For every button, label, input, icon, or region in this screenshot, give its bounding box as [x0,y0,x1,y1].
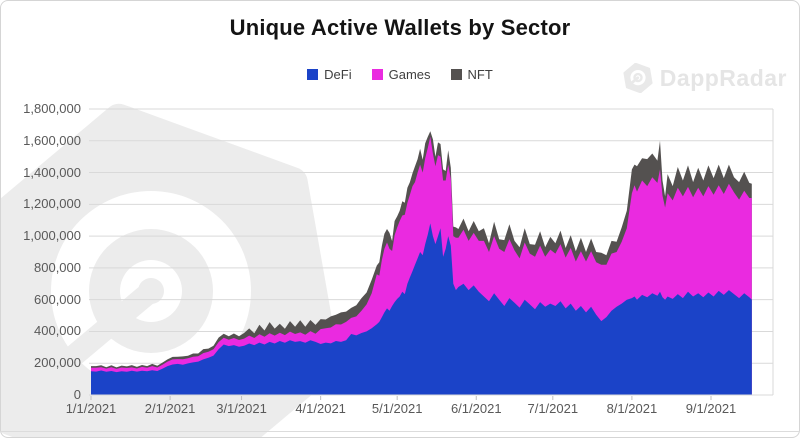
y-axis-label: 1,000,000 [23,228,81,244]
x-axis-label: 2/1/2021 [144,401,196,416]
chart-title: Unique Active Wallets by Sector [229,15,571,40]
axis-ticks [89,394,773,400]
y-axis-label: 600,000 [34,291,81,307]
legend-label: Games [388,67,431,82]
legend-label: DeFi [324,67,352,82]
y-axis-label: 1,600,000 [23,132,81,148]
x-axis-label: 9/1/2021 [685,401,737,416]
y-axis-label: 1,200,000 [23,196,81,212]
dappradar-logo-icon [623,63,653,93]
card-footer-divider [1,431,799,432]
watermark-logo-icon [1,103,340,437]
area-series [91,131,752,396]
brand-name: DappRadar [659,64,787,91]
x-axis-label: 7/1/2021 [527,401,579,416]
x-axis-label: 4/1/2021 [295,401,346,416]
x-axis-label: 3/1/2021 [216,401,267,416]
x-axis-label: 8/1/2021 [606,401,658,416]
legend-swatch-icon [371,69,383,80]
x-axis-label: 5/1/2021 [371,401,423,416]
y-axis-label: 0 [73,387,81,402]
y-axis-label: 1,800,000 [23,101,81,116]
y-axis-label: 800,000 [34,259,81,275]
legend-swatch-icon [307,69,319,80]
legend-item-nft: NFT [450,67,493,82]
chart-legend: DeFi Games NFT [1,67,799,82]
legend-item-games: Games [371,67,431,82]
y-axis-label: 1,400,000 [23,164,81,180]
x-axis-label: 6/1/2021 [450,401,502,416]
legend-label: NFT [467,67,493,82]
brand-watermark: DappRadar [623,63,787,93]
area-defi [91,223,752,395]
legend-item-defi: DeFi [307,67,352,82]
y-axis-label: 400,000 [34,323,81,339]
y-axis-label: 200,000 [34,355,81,371]
x-axis-label: 1/1/2021 [65,401,117,416]
legend-swatch-icon [450,69,462,80]
